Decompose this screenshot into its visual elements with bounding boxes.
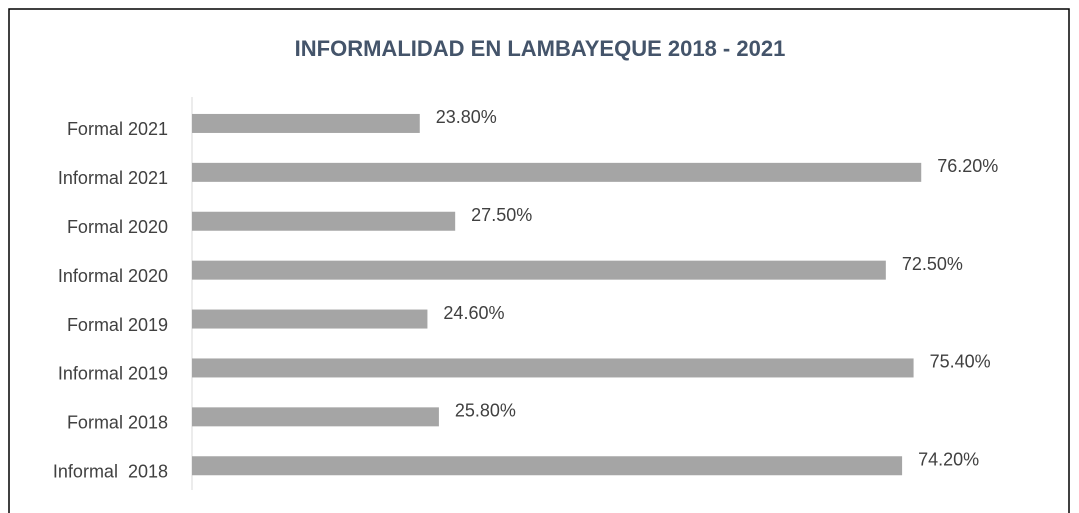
y-tick-label: Formal 2018 [67, 413, 168, 433]
data-label: 25.80% [455, 401, 516, 421]
bar [192, 358, 914, 378]
y-tick-label: Informal 2020 [58, 266, 168, 286]
y-tick-label: Formal 2020 [67, 217, 168, 237]
y-tick-label: Informal 2019 [58, 364, 168, 384]
data-label: 75.40% [930, 352, 991, 372]
data-label: 72.50% [902, 254, 963, 274]
bar [192, 113, 420, 133]
bar [192, 162, 922, 182]
y-tick-label: Informal 2018 [53, 462, 168, 482]
y-tick-label: Formal 2019 [67, 315, 168, 335]
data-label: 23.80% [436, 107, 497, 127]
bar [192, 211, 456, 231]
bar [192, 407, 439, 427]
chart-title: INFORMALIDAD EN LAMBAYEQUE 2018 - 2021 [295, 36, 786, 61]
bar [192, 260, 886, 280]
data-label: 74.20% [918, 450, 979, 470]
bar [192, 456, 903, 476]
data-label: 76.20% [937, 156, 998, 176]
data-label: 24.60% [443, 303, 504, 323]
data-label: 27.50% [471, 205, 532, 225]
bar [192, 309, 428, 329]
y-tick-label: Formal 2021 [67, 119, 168, 139]
y-tick-label: Informal 2021 [58, 168, 168, 188]
